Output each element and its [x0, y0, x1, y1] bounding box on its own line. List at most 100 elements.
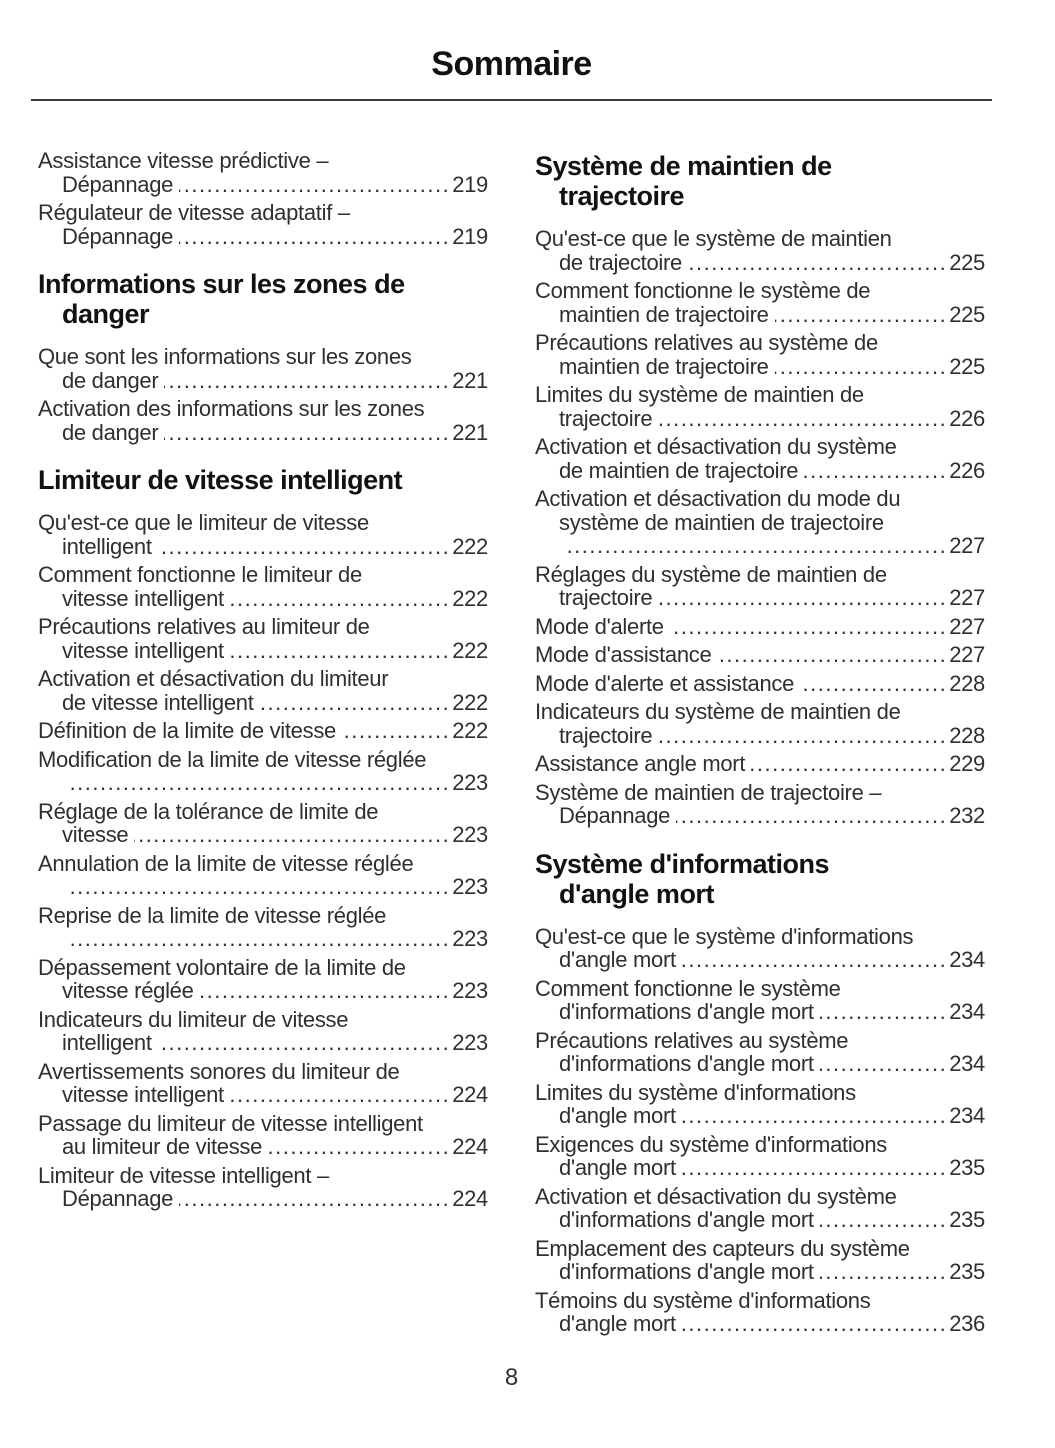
toc-entry: Réglages du système de maintien de trajec… [535, 561, 985, 610]
toc-page-number: 222 [452, 689, 488, 715]
dot-leader [179, 225, 450, 249]
toc-entry-text: d'informations d'angle mort [559, 1207, 814, 1232]
toc-entry: Comment fonctionne le système d'informati… [535, 975, 985, 1024]
toc-page-number: 221 [452, 367, 488, 393]
toc-entry-last-line: trajectoire 227 [535, 586, 985, 610]
toc-entry-last-line: d'informations d'angle mort 234 [535, 1000, 985, 1024]
toc-entry-line: Activation des informations sur les zone… [38, 396, 425, 421]
toc-entry-text: de maintien de trajectoire [559, 457, 799, 483]
toc-page-number: 222 [452, 585, 488, 611]
toc-entry-last-line: Définition de la limite de vitesse 222 [38, 719, 488, 743]
section-heading: Informations sur les zones de danger [38, 269, 488, 329]
toc-entry-text: intelligent [62, 533, 152, 559]
dot-leader [260, 691, 451, 715]
toc-page-number: 227 [949, 642, 985, 667]
toc-page-number: 227 [949, 533, 985, 558]
toc-page-number: 225 [949, 353, 985, 379]
section-heading-line: Informations sur les zones de [38, 269, 405, 299]
toc-entry: Mode d'assistance 227 [535, 643, 985, 667]
dot-leader [658, 724, 947, 748]
toc-entry: Mode d'alerte 227 [535, 614, 985, 639]
section-heading: Système d'informations d'angle mort [535, 849, 985, 909]
toc-page-number: 227 [949, 585, 985, 610]
toc-entry-line: Précautions relatives au système [535, 1027, 849, 1053]
toc-entry-last-line: vitesse intelligent 224 [38, 1083, 488, 1107]
dot-leader [179, 1187, 450, 1211]
toc-entry-line: Activation et désactivation du système [535, 434, 897, 459]
toc-entry-text: Dépannage [62, 171, 174, 197]
toc-entry-last-line: Mode d'alerte et assistance 228 [535, 670, 985, 696]
dot-leader [68, 927, 450, 951]
toc-entry: Activation et désactivation du système de… [535, 435, 985, 482]
toc-entry: Qu'est-ce que le limiteur de vitesse inte… [38, 511, 488, 558]
toc-entry-last-line: trajectoire 226 [535, 406, 985, 431]
toc-entry-line: Indicateurs du limiteur de vitesse [38, 1006, 349, 1032]
dot-leader [682, 1104, 947, 1128]
toc-entry-text: Assistance angle mort [535, 751, 746, 776]
toc-page-number: 223 [452, 926, 488, 951]
toc-page-number: 224 [452, 1186, 488, 1211]
toc-entry: Témoins du système d'informations d'angle… [535, 1287, 985, 1336]
toc-page-number: 219 [452, 171, 488, 197]
toc-entry: Précautions relatives au limiteur de vite… [38, 615, 488, 662]
toc-entry-last-line: Mode d'assistance 227 [535, 643, 985, 667]
toc-entry-last-line: Dépannage 232 [535, 804, 985, 828]
toc-page-number: 228 [949, 670, 985, 696]
toc-entry-last-line: 223 [38, 875, 488, 899]
toc-entry: Dépassement volontaire de la limite de vi… [38, 954, 488, 1003]
dot-leader [682, 1312, 947, 1336]
dot-leader [230, 639, 450, 663]
toc-page-number: 222 [452, 533, 488, 559]
toc-entry-line: Exigences du système d'informations [535, 1131, 887, 1157]
toc-entry-line: Réglages du système de maintien de [535, 561, 887, 587]
toc-entry-line: Limiteur de vitesse intelligent – [38, 1162, 329, 1188]
toc-entry-line: Modification de la limite de vitesse rég… [38, 746, 427, 772]
toc-entry-line: Régulateur de vitesse adaptatif – [38, 200, 350, 225]
dot-leader [751, 752, 947, 776]
toc-page-number: 224 [452, 1134, 488, 1159]
toc-page-number: 235 [949, 1259, 985, 1284]
toc-entry-line: Limites du système d'informations [535, 1079, 856, 1105]
toc-entry-last-line: Dépannage 219 [38, 171, 488, 197]
dot-leader [565, 534, 947, 558]
toc-entry: Annulation de la limite de vitesse réglé… [38, 850, 488, 899]
toc-entry-last-line: Assistance angle mort 229 [535, 752, 985, 776]
toc-entry-text: d'informations d'angle mort [559, 1051, 814, 1076]
toc-entry-line: Assistance vitesse prédictive – [38, 148, 329, 173]
dot-leader [658, 407, 947, 431]
toc-entry-text: d'angle mort [559, 1155, 676, 1180]
toc-entry: Indicateurs du limiteur de vitesse intell… [38, 1006, 488, 1055]
toc-entry-line: Emplacement des capteurs du système [535, 1235, 910, 1261]
dot-leader [268, 1135, 450, 1159]
dot-leader [820, 1208, 948, 1232]
toc-entry-line: Témoins du système d'informations [535, 1287, 871, 1313]
toc-page-number: 235 [949, 1207, 985, 1232]
toc-page-number: 221 [452, 419, 488, 445]
toc-entry-line: Activation et désactivation du mode du [535, 486, 901, 511]
toc-entry: Passage du limiteur de vitesse intellige… [38, 1111, 488, 1159]
toc-page-number: 234 [949, 947, 985, 972]
toc-entry-text: de danger [62, 367, 159, 393]
toc-entry: Reprise de la limite de vitesse réglée 22… [38, 903, 488, 951]
toc-entry-text: d'angle mort [559, 947, 676, 972]
dot-leader [230, 587, 450, 611]
toc-entry-line: Annulation de la limite de vitesse réglé… [38, 850, 414, 876]
section-heading: Système de maintien de trajectoire [535, 151, 985, 211]
toc-entry-last-line: au limiteur de vitesse 224 [38, 1135, 488, 1159]
section-heading-line: Système de maintien de [535, 151, 832, 181]
toc-entry-line: Qu'est-ce que le système de maintien [535, 226, 892, 251]
toc-entry-line: Comment fonctionne le système de [535, 278, 871, 303]
toc-entry-line: Dépassement volontaire de la limite de [38, 954, 406, 980]
toc-entry: Modification de la limite de vitesse rég… [38, 746, 488, 795]
toc-entry-last-line: maintien de trajectoire 225 [535, 301, 985, 327]
toc-entry-last-line: intelligent 223 [38, 1031, 488, 1055]
dot-leader [717, 643, 947, 667]
toc-entry-last-line: de trajectoire 225 [535, 250, 985, 275]
dot-leader [775, 355, 948, 379]
toc-entry-last-line: de danger 221 [38, 367, 488, 393]
toc-entry-last-line: Mode d'alerte 227 [535, 614, 985, 639]
dot-leader [688, 251, 947, 275]
toc-entry-text: maintien de trajectoire [559, 301, 769, 327]
dot-leader [682, 1156, 947, 1180]
toc-entry-line: Comment fonctionne le système [535, 975, 841, 1001]
